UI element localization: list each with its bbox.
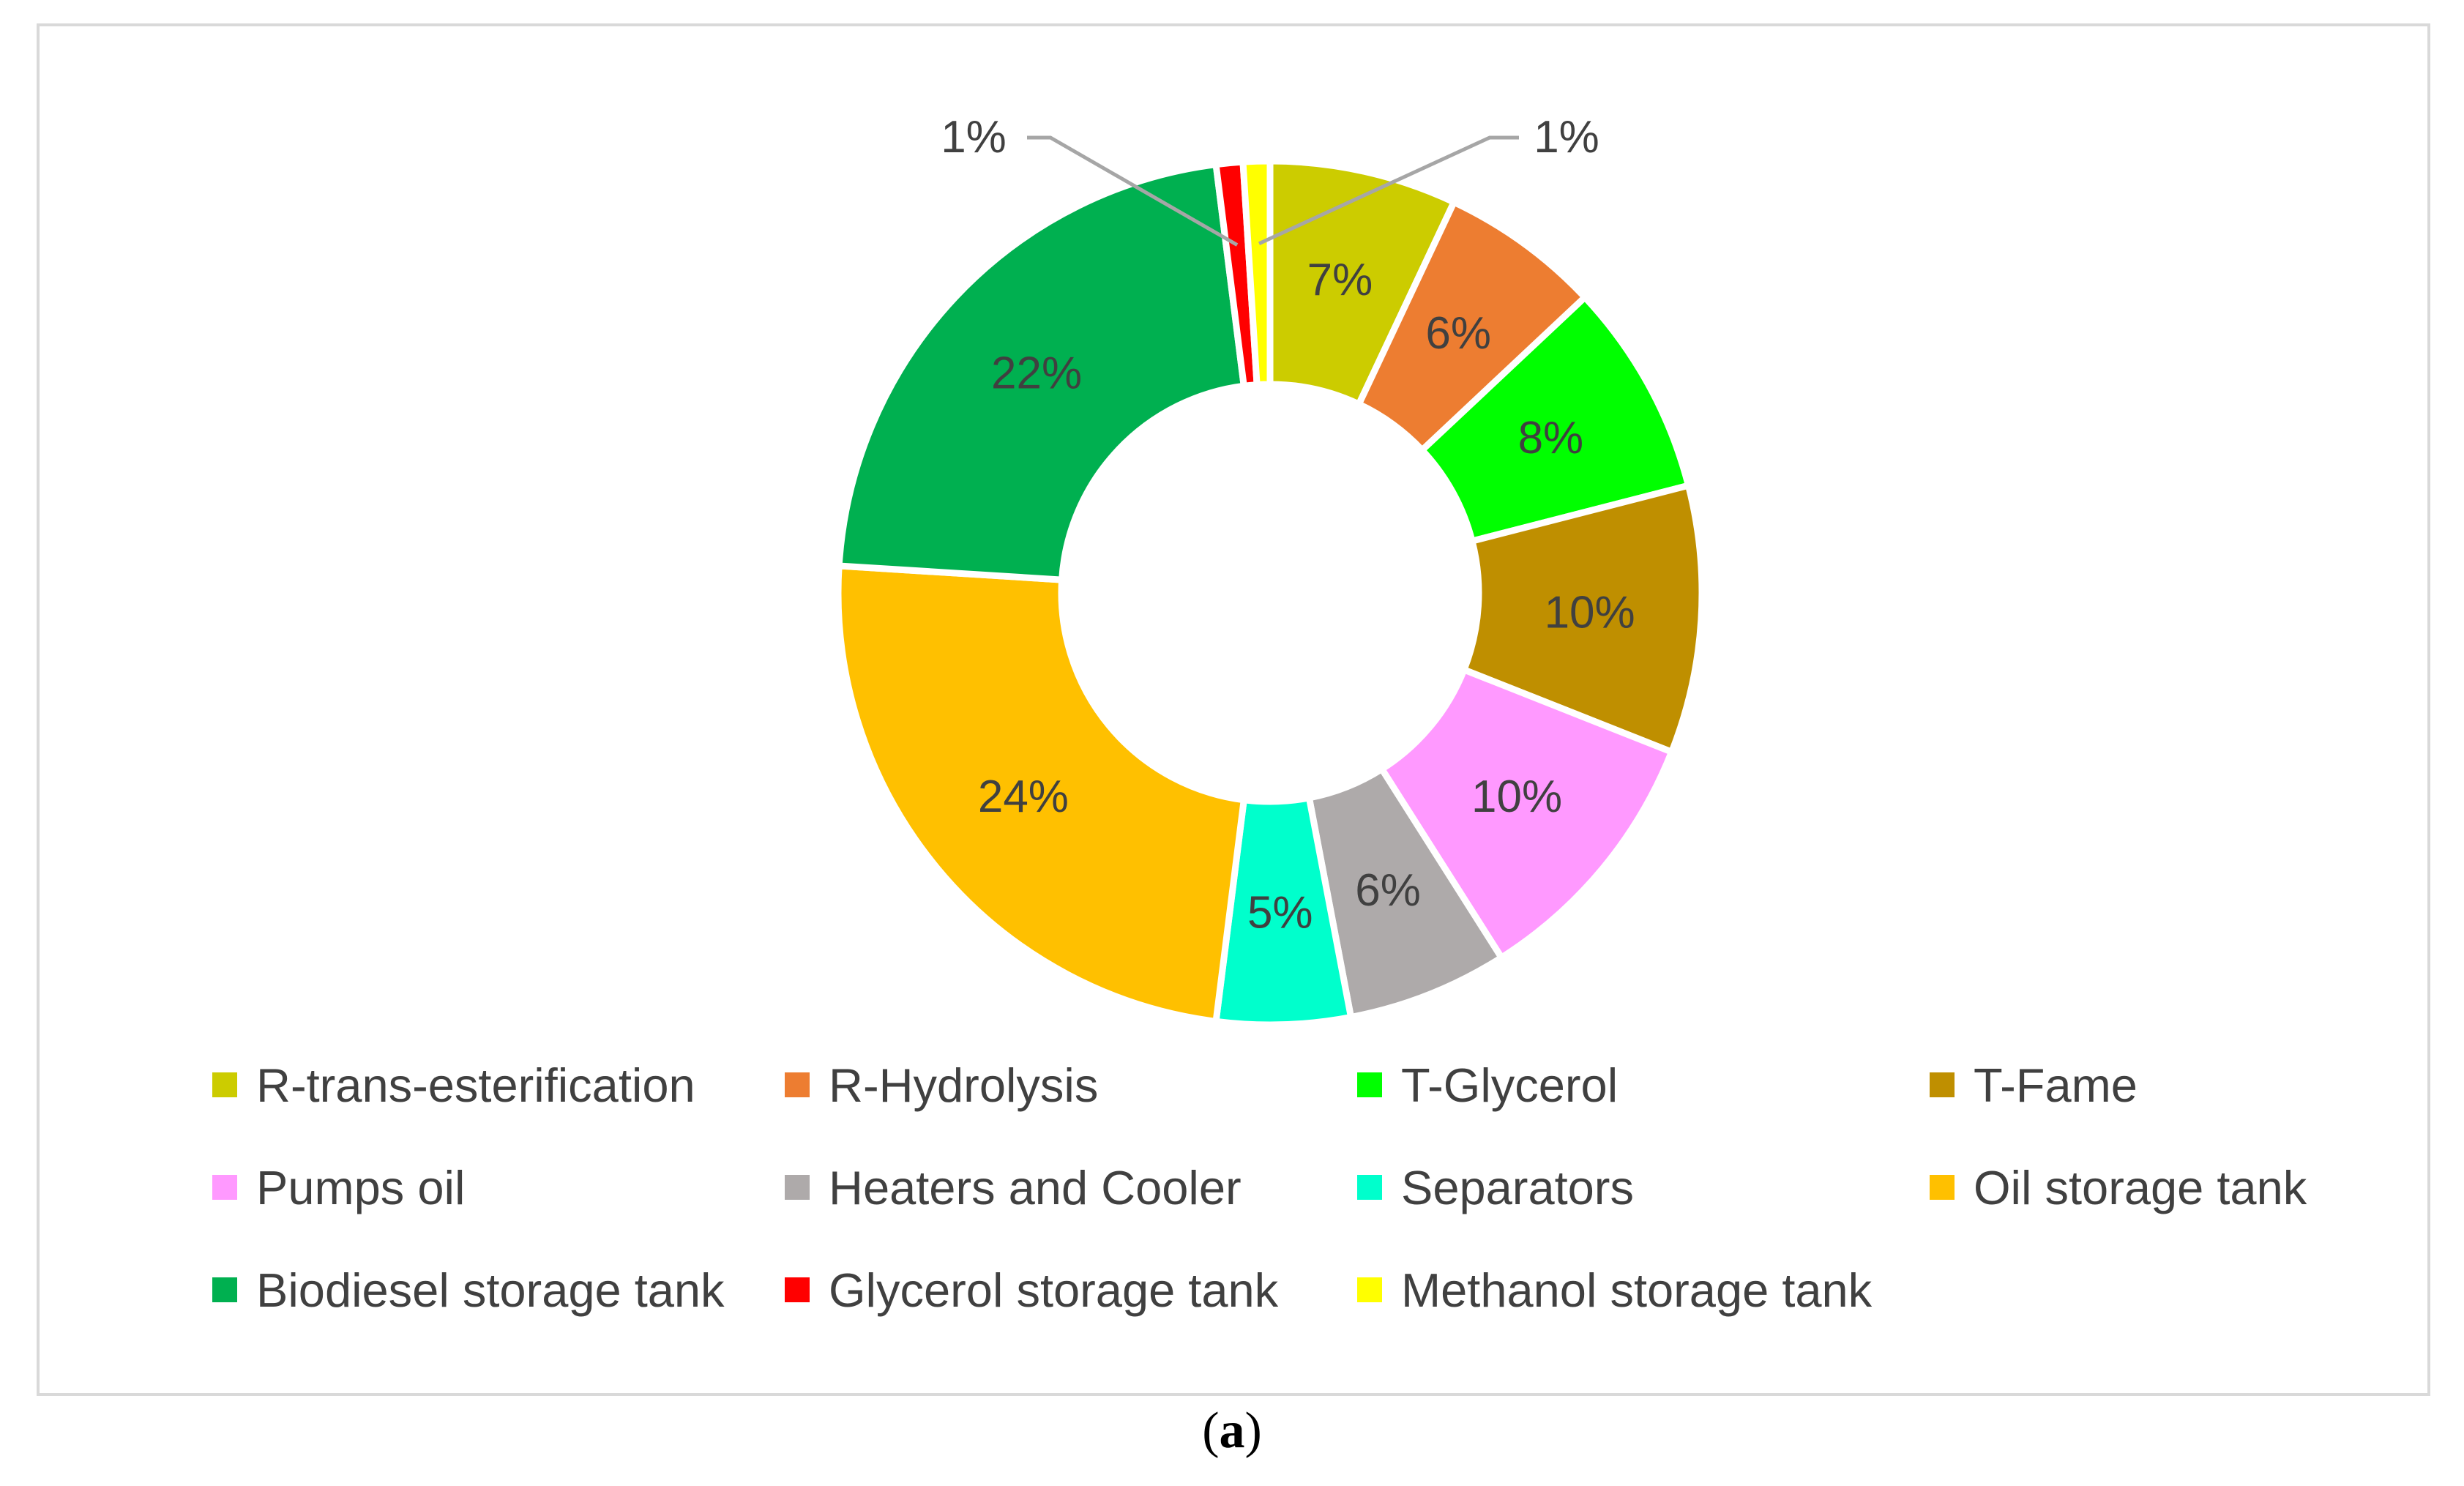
chart-legend: R-trans-esterification R-Hydrolysis T-Glyc… — [212, 1058, 2408, 1317]
legend-swatch — [212, 1175, 237, 1200]
legend-label: T-Fame — [1974, 1058, 2138, 1112]
legend-swatch — [1357, 1072, 1382, 1097]
slice-biodiesel-storage-tank — [835, 160, 1248, 583]
slice-pumps-oil — [1377, 665, 1676, 963]
legend-item-biodiesel-storage-tank: Biodiesel storage tank — [212, 1263, 785, 1317]
data-label-separators: 5% — [1247, 887, 1313, 938]
legend-label: Oil storage tank — [1974, 1160, 2307, 1214]
legend-label: Methanol storage tank — [1401, 1263, 1873, 1317]
data-label-oil-storage-tank: 24% — [978, 772, 1069, 822]
legend-label: Glycerol storage tank — [829, 1263, 1279, 1317]
legend-swatch — [212, 1277, 237, 1302]
slice-methanol-storage-tank — [1239, 157, 1274, 389]
data-label-biodiesel-storage-tank: 22% — [991, 348, 1082, 399]
legend-swatch — [212, 1072, 237, 1097]
legend-label: Pumps oil — [256, 1160, 466, 1214]
slice-oil-storage-tank — [835, 562, 1248, 1026]
data-label-r-trans-esterification: 7% — [1307, 255, 1373, 305]
data-label-glycerol-storage-tank: 1% — [941, 112, 1007, 163]
legend-swatch — [1930, 1072, 1955, 1097]
legend-swatch — [1357, 1175, 1382, 1200]
legend-item-methanol-storage-tank: Methanol storage tank — [1357, 1263, 1930, 1317]
legend-item-t-fame: T-Fame — [1930, 1058, 2369, 1112]
data-label-pumps-oil: 10% — [1471, 772, 1562, 822]
legend-label: T-Glycerol — [1401, 1058, 1619, 1112]
legend-item-separators: Separators — [1357, 1160, 1930, 1214]
legend-item-pumps-oil: Pumps oil — [212, 1160, 785, 1214]
data-label-methanol-storage-tank: 1% — [1534, 112, 1599, 163]
leader-line-glycerol — [1027, 135, 1239, 247]
legend-label: R-trans-esterification — [256, 1058, 695, 1112]
legend-label: Heaters and Cooler — [829, 1160, 1242, 1214]
legend-swatch — [1357, 1277, 1382, 1302]
legend-item-glycerol-storage-tank: Glycerol storage tank — [785, 1263, 1357, 1317]
legend-swatch — [1930, 1175, 1955, 1200]
legend-item-r-hydrolysis: R-Hydrolysis — [785, 1058, 1357, 1112]
data-label-r-hydrolysis: 6% — [1425, 308, 1491, 359]
legend-label: Separators — [1401, 1160, 1634, 1214]
legend-label: R-Hydrolysis — [829, 1058, 1099, 1112]
data-label-heaters-and-cooler: 6% — [1355, 865, 1421, 916]
legend-item-r-trans-esterification: R-trans-esterification — [212, 1058, 785, 1112]
legend-label: Biodiesel storage tank — [256, 1263, 725, 1317]
caption-letter: a — [1219, 1403, 1245, 1459]
figure-caption: (a) — [1202, 1403, 1262, 1459]
leader-line-methanol — [1258, 135, 1519, 246]
data-label-t-fame: 10% — [1545, 587, 1635, 638]
legend-swatch — [785, 1175, 810, 1200]
legend-swatch — [785, 1277, 810, 1302]
slice-t-fame — [1460, 481, 1706, 757]
legend-item-heaters-and-cooler: Heaters and Cooler — [785, 1160, 1357, 1214]
data-label-t-glycerol: 8% — [1518, 413, 1584, 463]
legend-item-oil-storage-tank: Oil storage tank — [1930, 1160, 2369, 1214]
legend-swatch — [785, 1072, 810, 1097]
legend-item-t-glycerol: T-Glycerol — [1357, 1058, 1930, 1112]
